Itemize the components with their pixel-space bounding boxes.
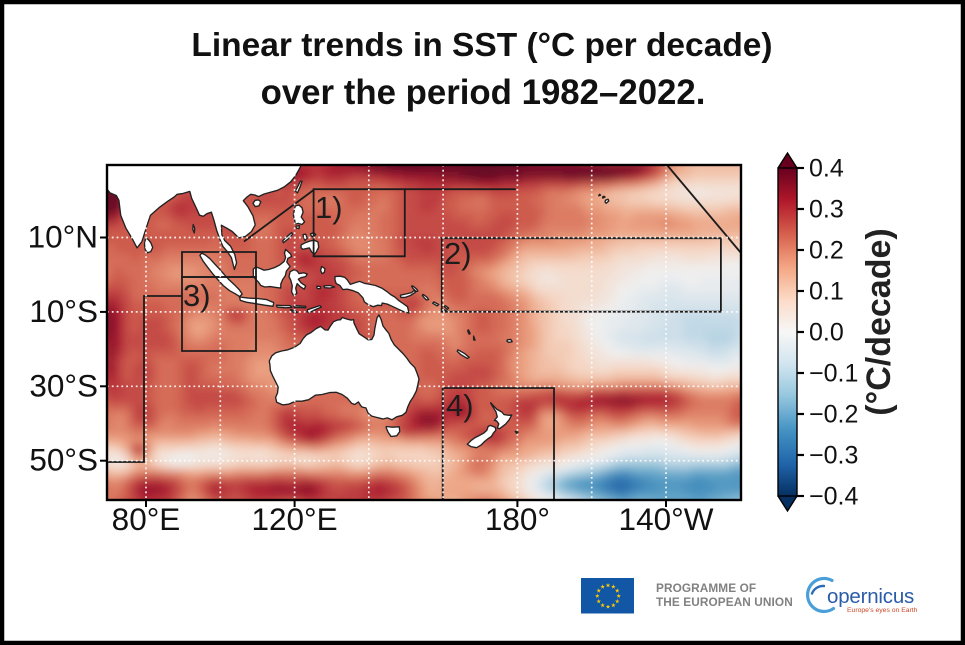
svg-text:Europe's eyes on Earth: Europe's eyes on Earth [847,607,918,614]
svg-text:THE EUROPEAN UNION: THE EUROPEAN UNION [656,595,793,609]
svg-text:50°S: 50°S [29,442,98,478]
svg-text:PROGRAMME OF: PROGRAMME OF [656,581,756,595]
svg-text:0.1: 0.1 [809,278,844,306]
svg-text:3): 3) [183,278,211,313]
svg-text:Linear trends in SST (°C per d: Linear trends in SST (°C per decade) [191,27,772,64]
svg-text:10°N: 10°N [28,219,98,255]
svg-text:4): 4) [446,388,474,423]
svg-text:0.2: 0.2 [809,237,844,265]
svg-text:−0.3: −0.3 [809,442,858,470]
svg-text:−0.4: −0.4 [809,483,858,511]
svg-text:over the period 1982–2022.: over the period 1982–2022. [261,73,706,112]
svg-text:10°S: 10°S [29,293,98,329]
svg-text:30°S: 30°S [29,367,98,403]
svg-text:2): 2) [444,236,472,271]
svg-text:−0.1: −0.1 [809,360,858,388]
svg-text:0.3: 0.3 [809,196,844,224]
svg-text:0.4: 0.4 [809,155,844,183]
svg-text:0.0: 0.0 [809,319,844,347]
svg-text:(°C/decade): (°C/decade) [860,228,898,415]
svg-text:1): 1) [315,190,343,225]
svg-text:−0.2: −0.2 [809,401,858,429]
svg-text:opernicus: opernicus [827,585,914,608]
